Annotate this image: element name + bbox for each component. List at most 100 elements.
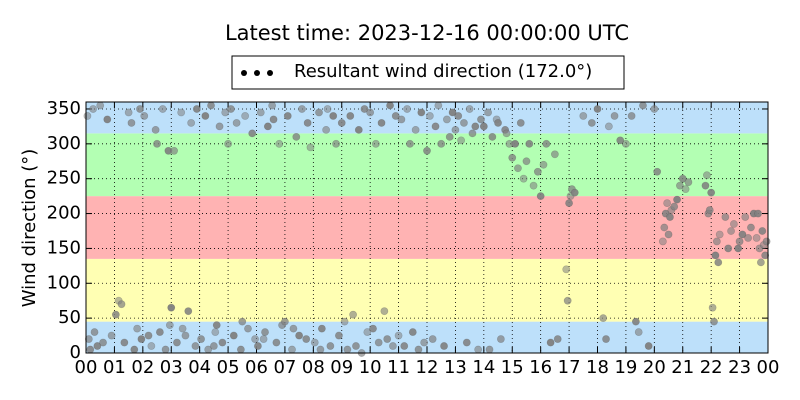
data-point — [425, 112, 434, 120]
data-point — [474, 345, 483, 354]
data-point — [539, 160, 548, 169]
y-axis-label: Wind direction (°) — [19, 149, 40, 308]
data-point — [593, 105, 602, 113]
data-point — [400, 342, 409, 350]
data-point — [187, 119, 196, 127]
x-tick-label: 19 — [614, 357, 637, 378]
data-point — [525, 139, 534, 148]
data-point — [437, 139, 446, 148]
x-tick-label: 16 — [529, 357, 552, 378]
data-point — [533, 167, 542, 176]
data-point — [295, 331, 304, 340]
data-point — [209, 342, 218, 350]
data-point — [227, 105, 235, 113]
y-tick-label: 100 — [47, 272, 81, 293]
data-point — [660, 223, 669, 232]
data-point — [570, 188, 579, 197]
data-point — [326, 342, 335, 350]
data-point — [322, 125, 331, 134]
y-tick-label: 200 — [47, 203, 81, 224]
data-point — [283, 112, 292, 120]
y-tick-label: 150 — [47, 237, 81, 258]
data-point — [167, 303, 176, 312]
data-point — [431, 122, 440, 131]
data-point — [666, 213, 674, 221]
data-point — [256, 108, 265, 117]
data-point — [752, 234, 761, 242]
data-point — [371, 139, 380, 148]
data-point — [84, 335, 93, 343]
data-point — [86, 345, 95, 354]
data-point — [434, 101, 443, 110]
data-point — [479, 122, 488, 131]
data-point — [715, 230, 724, 239]
data-point — [496, 335, 505, 343]
data-point — [124, 108, 133, 117]
data-point — [587, 119, 596, 127]
data-point — [289, 324, 298, 333]
data-point — [207, 101, 215, 110]
data-point — [232, 119, 241, 127]
data-point — [721, 213, 730, 221]
data-point — [269, 115, 278, 124]
data-point — [224, 139, 232, 148]
data-point — [622, 139, 630, 148]
data-point — [394, 331, 403, 340]
data-point — [516, 119, 525, 127]
data-point — [340, 317, 349, 326]
data-point — [634, 328, 643, 336]
data-point — [724, 244, 733, 253]
data-point — [317, 324, 326, 333]
data-point — [650, 105, 659, 113]
x-tick-label: 11 — [387, 357, 410, 378]
data-point — [386, 101, 394, 110]
data-point — [352, 342, 360, 350]
x-tick-label: 23 — [728, 357, 751, 378]
data-point — [238, 317, 247, 326]
data-point — [177, 108, 186, 117]
data-point — [445, 132, 454, 141]
data-point — [454, 112, 463, 120]
data-point — [346, 112, 355, 120]
data-point — [658, 237, 667, 246]
x-tick-label: 14 — [472, 357, 495, 378]
data-point — [756, 258, 765, 267]
data-point — [127, 119, 136, 127]
legend-marker — [267, 70, 273, 76]
data-point — [197, 335, 205, 343]
x-tick-label: 08 — [302, 357, 325, 378]
x-tick-label: 21 — [671, 357, 694, 378]
data-point — [599, 314, 608, 323]
data-point — [316, 345, 325, 354]
data-point — [707, 188, 716, 197]
data-point — [184, 307, 193, 316]
data-point — [663, 199, 672, 207]
data-point — [192, 105, 201, 113]
data-point — [741, 213, 750, 221]
data-point — [259, 335, 268, 343]
data-point — [201, 112, 210, 120]
data-point — [714, 258, 723, 267]
data-point — [211, 328, 220, 336]
data-point — [708, 303, 717, 312]
data-point — [170, 146, 178, 155]
data-point — [514, 164, 522, 173]
x-tick-label: 04 — [188, 357, 211, 378]
data-point — [377, 119, 386, 127]
data-point — [215, 122, 224, 131]
data-point — [762, 237, 771, 246]
data-point — [298, 105, 306, 113]
data-point — [363, 328, 372, 336]
data-point — [360, 105, 369, 113]
x-tick-label: 03 — [160, 357, 183, 378]
data-point — [553, 335, 562, 343]
data-point — [423, 146, 431, 155]
data-point — [653, 167, 662, 176]
data-point — [380, 307, 389, 316]
data-point — [730, 220, 738, 228]
x-tick-label: 15 — [501, 357, 524, 378]
data-point — [117, 300, 126, 309]
data-point — [136, 105, 144, 113]
data-point — [268, 101, 277, 110]
data-point — [191, 342, 200, 350]
